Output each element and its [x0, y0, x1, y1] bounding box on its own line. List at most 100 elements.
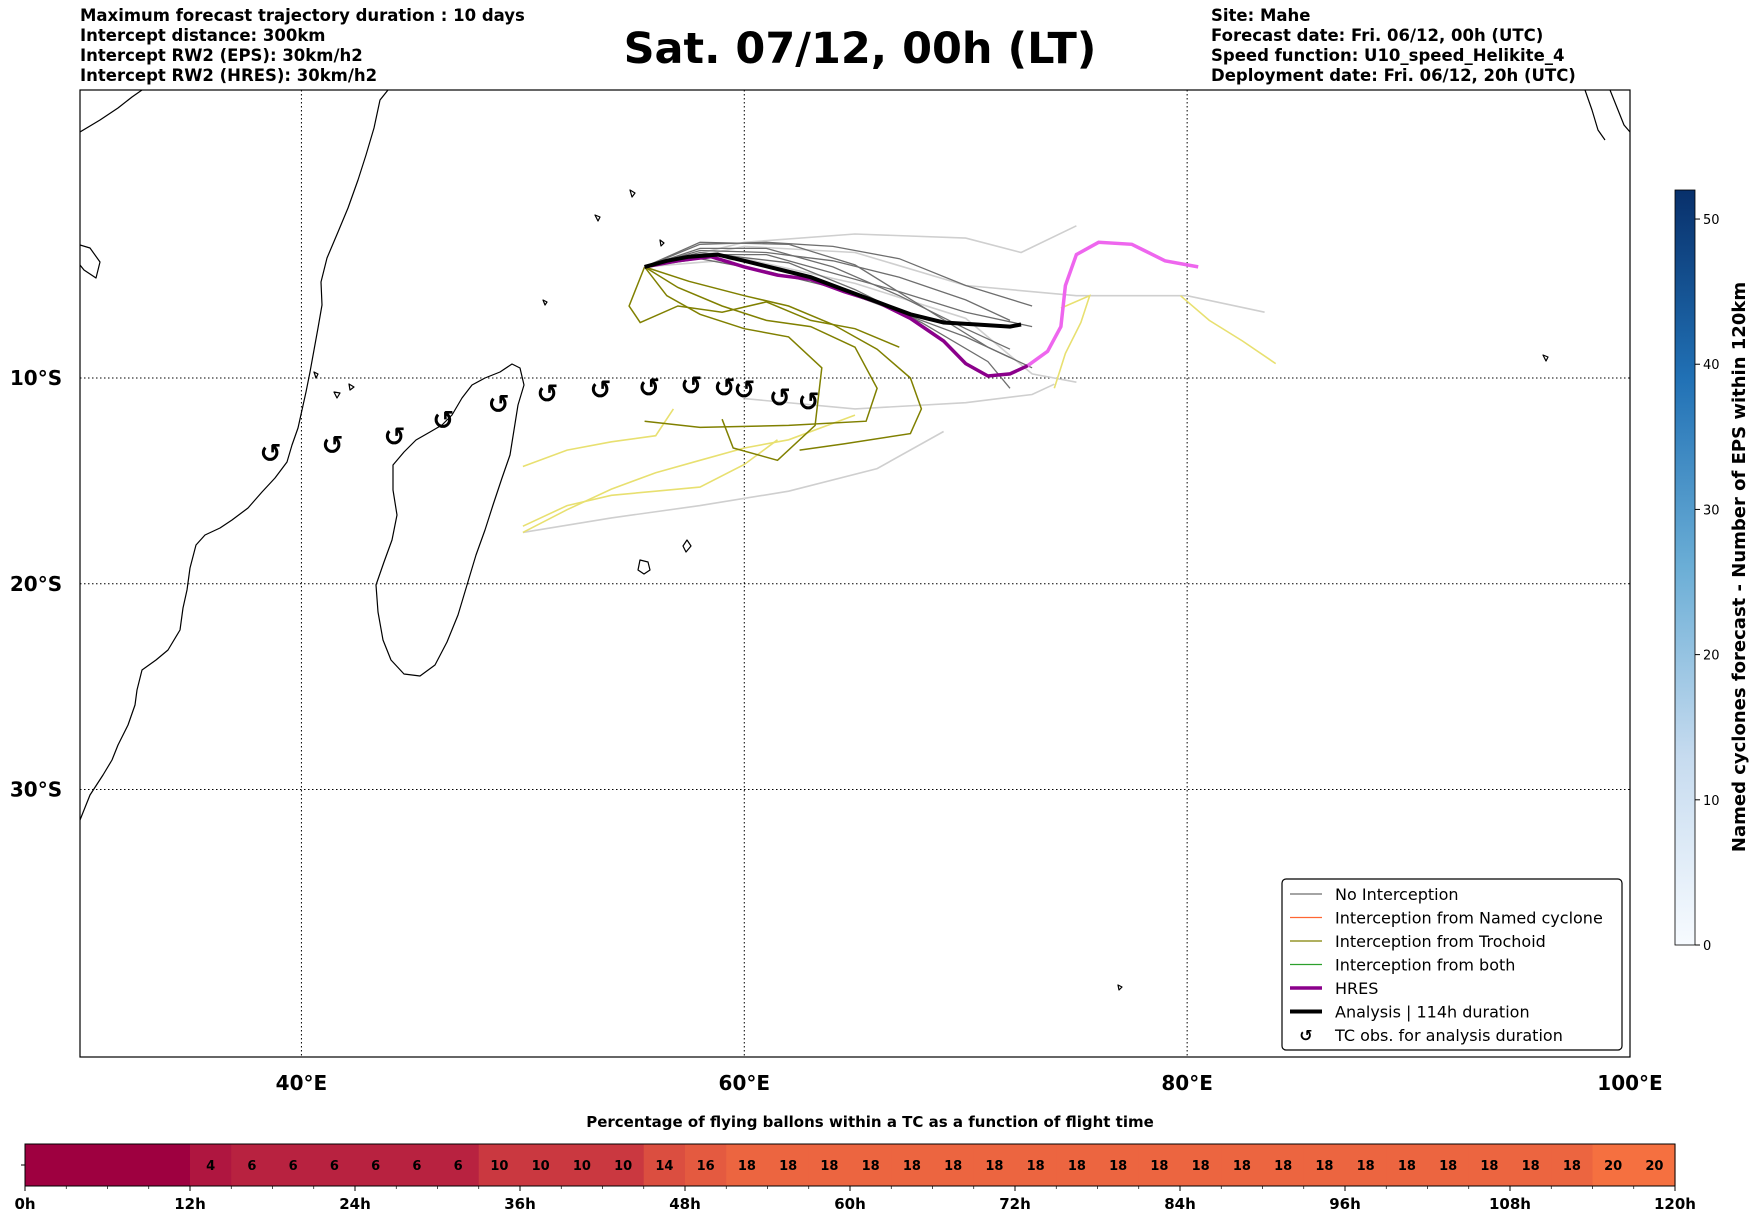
tc-bar-tick-label: 0h	[14, 1195, 35, 1213]
trochoid-track-light	[522, 439, 778, 527]
tc-bar-value: 16	[697, 1159, 715, 1174]
tc-obs-icon: ↺	[713, 373, 735, 403]
tc-bar-title: Percentage of flying ballons within a TC…	[586, 1113, 1154, 1131]
tc-bar-cell	[643, 1144, 686, 1186]
axis-tick-labels: 40°E 60°E 80°E 100°E 10°S 20°S 30°S	[10, 366, 1663, 1095]
mascarene-islands	[637, 539, 692, 575]
tc-bar-value: 4	[206, 1159, 215, 1174]
tc-bar-cell	[313, 1144, 356, 1186]
tc-bar-cell	[355, 1144, 397, 1186]
tc-bar-value: 18	[820, 1159, 838, 1174]
trochoid-track-light	[1179, 295, 1277, 365]
trochoid-track-light	[1053, 294, 1092, 389]
tc-bar-cell	[1386, 1144, 1429, 1186]
lon-tick-label: 60°E	[719, 1071, 771, 1095]
page-title: Sat. 07/12, 00h (LT)	[623, 24, 1097, 74]
madagascar-coast	[375, 363, 525, 677]
tc-bar-value: 6	[330, 1159, 339, 1174]
lon-tick-label: 40°E	[276, 1071, 328, 1095]
tc-bar-cell	[1303, 1144, 1346, 1186]
trajectories	[522, 225, 1277, 534]
ensemble-track-light	[522, 430, 944, 534]
tc-bar-cell	[272, 1144, 315, 1186]
tc-obs-icon: ↺	[589, 375, 611, 405]
australia-tip	[1609, 90, 1630, 133]
ensemble-track	[644, 247, 1011, 350]
colorbar-gradient	[1674, 189, 1696, 946]
colorbar-tick-label: 40	[1703, 358, 1720, 373]
tc-bar-value: 18	[1192, 1159, 1210, 1174]
tc-bar-ticks: 0h 12h 24h 36h 48h 60h 72h 84h 96h 108h 120h	[14, 1164, 1696, 1213]
tc-bar-cell	[66, 1144, 109, 1186]
tc-bar-tick-label: 120h	[1654, 1195, 1696, 1213]
legend-label: Analysis | 114h duration	[1335, 1003, 1530, 1022]
tc-bar-cell	[932, 1144, 975, 1186]
tc-bar-cell	[1592, 1144, 1635, 1186]
trochoid-track-light	[522, 408, 675, 468]
trochoid-track	[644, 266, 923, 451]
forecast-parameters: Maximum forecast trajectory duration : 1…	[80, 6, 525, 86]
tc-bar-tick-label: 48h	[669, 1195, 701, 1213]
legend: No Interception Interception from Named c…	[1281, 878, 1623, 1051]
colorbar-tick-label: 10	[1703, 794, 1720, 809]
tc-bar-cell	[437, 1144, 480, 1186]
tc-bar-cell	[767, 1144, 810, 1186]
tc-bar-value: 18	[862, 1159, 880, 1174]
tc-bar-cell	[602, 1144, 645, 1186]
tc-bar-value: 18	[1357, 1159, 1375, 1174]
legend-label: TC obs. for analysis duration	[1334, 1026, 1563, 1045]
tc-bar-value: 20	[1604, 1159, 1622, 1174]
tc-bar-cell	[808, 1144, 851, 1186]
tc-bar-cell	[1097, 1144, 1140, 1186]
tc-bar-value: 10	[573, 1159, 591, 1174]
tc-percentage-bar: Percentage of flying ballons within a TC…	[14, 1113, 1696, 1213]
ensemble-track	[644, 241, 1033, 369]
speed-function: Speed function: U10_speed_Helikite_4	[1211, 46, 1565, 65]
tc-bar-value: 18	[1233, 1159, 1251, 1174]
tc-bar-value: 18	[903, 1159, 921, 1174]
tc-bar-cell	[850, 1144, 892, 1186]
ensemble-track	[644, 251, 1011, 389]
colorbar-tick-label: 20	[1703, 649, 1720, 664]
tc-obs-icon: ↺	[260, 439, 282, 469]
legend-box	[1281, 878, 1623, 1051]
tc-bar-cell	[1180, 1144, 1222, 1186]
legend-label: Interception from both	[1335, 956, 1515, 975]
deployment-date: Deployment date: Fri. 06/12, 20h (UTC)	[1211, 66, 1576, 85]
tc-bar-cell	[726, 1144, 769, 1186]
ensemble-track-light	[644, 225, 1077, 268]
tc-bar-cell	[1427, 1144, 1470, 1186]
lon-tick-label: 100°E	[1597, 1071, 1662, 1095]
tc-bar-value: 18	[1398, 1159, 1416, 1174]
legend-label: HRES	[1335, 979, 1378, 998]
legend-label: Interception from Named cyclone	[1335, 909, 1603, 928]
analysis-track	[644, 252, 1022, 329]
tc-bar-value: 18	[1109, 1159, 1127, 1174]
tc-obs-icon: ↺	[733, 375, 755, 405]
tc-bar-tick-label: 36h	[504, 1195, 536, 1213]
tc-bar-value: 18	[1439, 1159, 1457, 1174]
north-africa-coast	[80, 90, 143, 133]
tc-bar-cell	[190, 1144, 232, 1186]
tc-bar-value: 10	[614, 1159, 632, 1174]
tc-bar-cell	[973, 1144, 1016, 1186]
tc-bar-value: 18	[1480, 1159, 1498, 1174]
colorbar-ticks: 0 10 20 30 40 50	[1695, 213, 1720, 954]
arabia-coast	[80, 244, 101, 279]
tc-bar-cell	[561, 1144, 604, 1186]
comoros-islands	[313, 371, 355, 399]
ensemble-track	[644, 241, 1033, 307]
site-name: Site: Mahe	[1211, 6, 1311, 25]
legend-tc-icon: ↺	[1299, 1026, 1312, 1045]
tc-observations: ↺ ↺ ↺↺↺ ↺ ↺ ↺ ↺ ↺↺ ↺ ↺	[260, 371, 820, 469]
tc-bar-value: 18	[738, 1159, 756, 1174]
tc-bar-value: 18	[1274, 1159, 1292, 1174]
chagos-islands	[1117, 90, 1606, 991]
tc-bar-tick-label: 60h	[834, 1195, 866, 1213]
colorbar-tick-label: 0	[1703, 939, 1711, 954]
tc-bar-cell	[1138, 1144, 1181, 1186]
tc-bar-cell	[1015, 1144, 1057, 1186]
seychelles-islands	[542, 189, 665, 306]
ensemble-track	[644, 249, 1011, 321]
tc-bar-cells: 4 6 6 6 6 6 6 10 10 10 10 14 16 18 18 18 18 18 18 18 18 18 18 1…	[25, 1144, 1676, 1186]
